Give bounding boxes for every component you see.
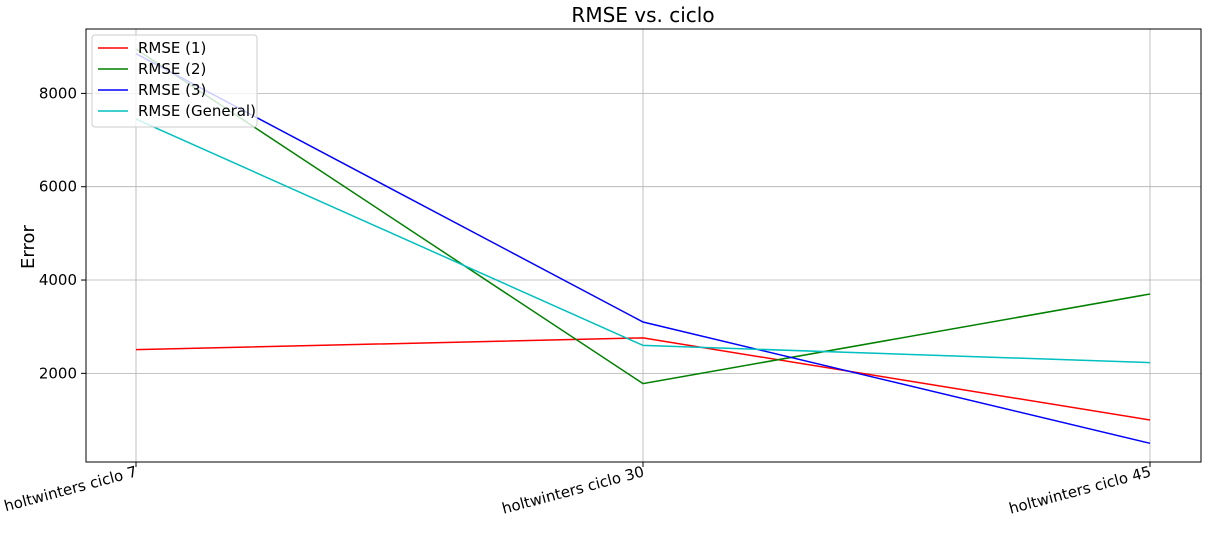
grid-lines — [86, 29, 1201, 462]
legend: RMSE (1) RMSE (2) RMSE (3) RMSE (General) — [91, 34, 258, 128]
y-axis-label: Error — [18, 224, 39, 268]
legend-label: RMSE (1) — [138, 39, 206, 57]
series-line — [135, 337, 1151, 421]
legend-box — [91, 34, 258, 128]
x-tick-label: holtwinters ciclo 30 — [500, 462, 646, 517]
series-line — [135, 118, 1151, 364]
legend-label: RMSE (General) — [138, 102, 256, 120]
y-tick-label: 8000 — [39, 84, 77, 102]
y-axis-ticks: 2000 4000 6000 8000 — [39, 84, 86, 382]
x-tick-label: holtwinters ciclo 45 — [1007, 462, 1153, 517]
x-axis-ticks: holtwinters ciclo 7 holtwinters ciclo 30 h… — [2, 462, 1153, 518]
y-tick-label: 4000 — [39, 271, 77, 289]
series-line — [135, 53, 1151, 445]
series-line — [135, 48, 1151, 385]
chart-title: RMSE vs. ciclo — [571, 3, 714, 27]
x-tick-label: holtwinters ciclo 7 — [2, 462, 139, 515]
legend-label: RMSE (3) — [138, 81, 206, 99]
y-tick-label: 6000 — [39, 178, 77, 196]
series-lines — [135, 48, 1151, 445]
legend-label: RMSE (2) — [138, 60, 206, 78]
y-tick-label: 2000 — [39, 364, 77, 382]
